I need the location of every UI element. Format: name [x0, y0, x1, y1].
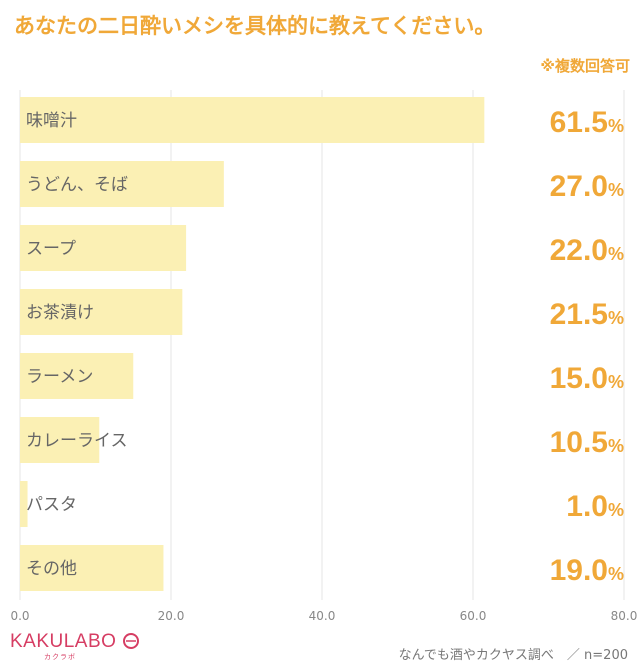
value-label: 15.0%: [550, 362, 624, 395]
x-tick-label: 80.0: [611, 609, 638, 623]
x-tick-label: 40.0: [309, 609, 336, 623]
kakulabo-logo-sub: カクラボ: [44, 653, 76, 661]
category-label: ラーメン: [26, 367, 93, 387]
value-label: 19.0%: [550, 554, 624, 587]
category-label: スープ: [26, 239, 76, 259]
category-label: 味噌汁: [26, 111, 77, 131]
category-label: うどん、そば: [26, 175, 128, 195]
category-label: お茶漬け: [26, 303, 94, 323]
value-label: 61.5%: [550, 106, 624, 139]
bar: [20, 353, 134, 399]
value-label: 1.0%: [566, 490, 624, 523]
bar: [20, 97, 485, 143]
bar: [20, 225, 187, 271]
chart-subtitle: ※複数回答可: [540, 57, 630, 75]
value-label: 27.0%: [550, 170, 624, 203]
bar: [20, 161, 224, 207]
bar: [20, 545, 164, 591]
x-tick-label: 0.0: [10, 609, 29, 623]
x-tick-label: 20.0: [158, 609, 185, 623]
x-tick-label: 60.0: [460, 609, 487, 623]
kakulabo-logo: KAKULABO: [10, 631, 117, 652]
source-note: なんでも酒やカクヤス調べ ／ n=200: [398, 648, 628, 663]
bar: [20, 289, 183, 335]
logo-mark-icon: [123, 633, 139, 649]
value-label: 10.5%: [550, 426, 624, 459]
bar: [20, 417, 100, 463]
category-label: パスタ: [26, 495, 77, 515]
category-label: カレーライス: [26, 431, 128, 451]
value-label: 21.5%: [550, 298, 624, 331]
bar: [20, 481, 28, 527]
value-label: 22.0%: [550, 234, 624, 267]
category-label: その他: [26, 559, 77, 579]
chart-title: あなたの二日酔いメシを具体的に教えてください。: [14, 14, 496, 38]
